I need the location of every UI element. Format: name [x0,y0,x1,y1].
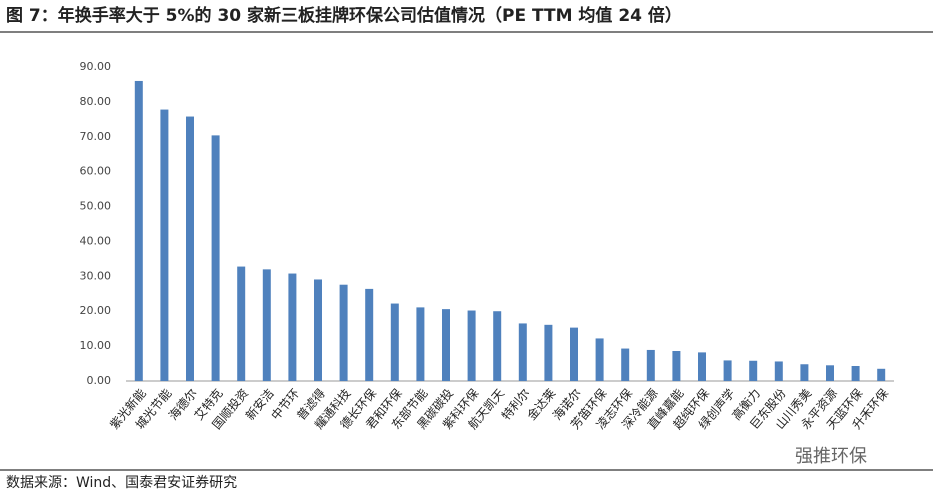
y-tick-label: 40.00 [80,234,112,247]
bar [416,307,425,381]
bar [314,279,322,381]
bar [211,135,220,381]
bar [672,350,681,381]
source: 数据来源：Wind、国泰君安证券研究 [6,475,237,491]
bar [518,323,527,381]
bar [365,288,374,381]
bar [442,309,450,381]
watermark: 强推环保 [795,446,867,467]
y-tick-label: 50.00 [80,200,112,213]
bar [800,364,809,381]
bar [646,349,655,381]
bar [774,361,783,381]
bar [877,368,886,381]
bar [237,266,246,381]
y-tick-label: 10.00 [80,339,112,352]
bar [621,348,630,381]
bar [595,338,604,381]
bar [544,324,553,381]
y-tick-label: 20.00 [80,304,112,317]
bar [698,352,706,381]
bar [134,80,143,381]
y-tick-label: 0.00 [87,374,112,387]
bar [262,269,271,381]
bar [339,284,348,381]
bar [288,273,297,381]
y-tick-label: 70.00 [80,130,112,143]
bar [160,109,169,381]
y-tick-label: 60.00 [80,165,112,178]
y-tick-label: 30.00 [80,269,112,282]
bar [749,360,758,381]
bar [851,365,860,381]
bar [493,311,502,381]
y-tick-label: 90.00 [80,60,112,73]
bar [570,327,578,381]
bar [723,360,732,381]
bar [390,303,399,381]
bar [186,116,194,381]
y-tick-label: 80.00 [80,95,112,108]
chart-title: 图 7：年换手率大于 5%的 30 家新三板挂牌环保公司估值情况（PE TTM … [6,5,682,26]
bar [826,365,834,381]
bar [467,310,476,381]
